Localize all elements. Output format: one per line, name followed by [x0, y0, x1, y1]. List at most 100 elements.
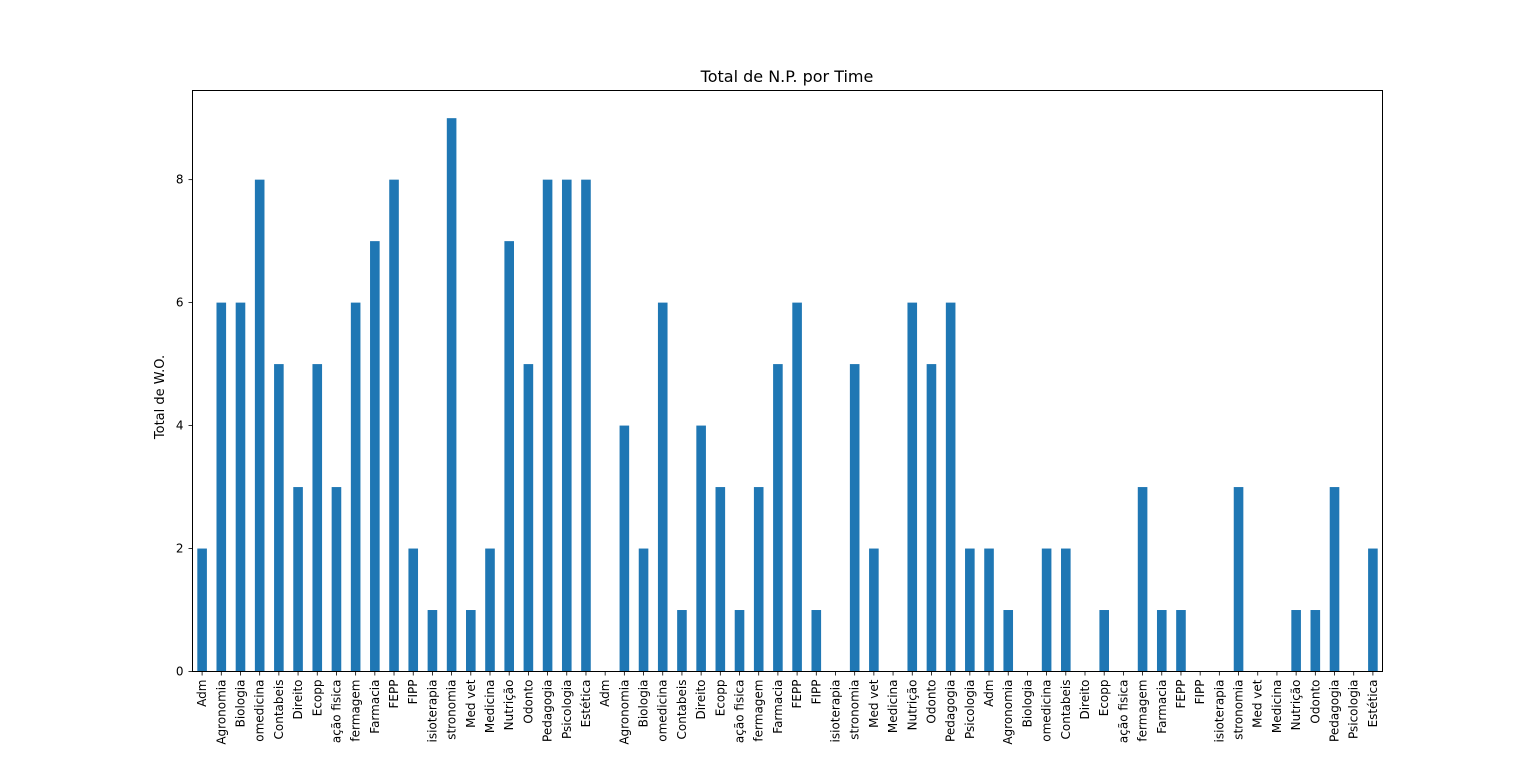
x-tick-label: Nutrição	[502, 680, 516, 731]
x-tick-label: Med vet	[464, 679, 478, 728]
bar	[561, 179, 572, 672]
x-tick-label: Nutrição	[1289, 680, 1303, 731]
bar	[792, 302, 802, 672]
x-tick-label: Contabeis	[675, 680, 689, 740]
y-ticks-group: 0 2 4 6 8	[176, 173, 193, 679]
x-tick-label: omedicina	[656, 680, 670, 742]
plot-frame	[192, 90, 1383, 672]
x-tick-label: Ecopp	[310, 680, 324, 717]
bar	[427, 610, 438, 672]
bar	[581, 179, 591, 672]
bar	[523, 364, 534, 672]
bar	[331, 487, 342, 672]
x-tick-label: Direito	[694, 680, 708, 720]
bar	[677, 610, 687, 672]
x-ticks-group: Adm Agronomia Biologia omedicina Contabeis Di…	[195, 671, 1380, 745]
x-tick-label: Medicina	[1270, 680, 1284, 734]
x-tick-label: FEPP	[790, 680, 804, 709]
x-tick-label: Agronomia	[214, 680, 228, 745]
x-tick-label: FIPP	[1193, 680, 1207, 705]
y-tick-label: 2	[176, 542, 184, 556]
bar	[370, 241, 380, 672]
x-tick-label: FEPP	[387, 680, 401, 709]
bar	[350, 302, 361, 672]
bar	[773, 364, 783, 672]
bar	[1099, 610, 1109, 672]
x-tick-label: Farmacia	[368, 680, 382, 734]
bar	[1329, 487, 1340, 672]
x-tick-label: Pedagogia	[541, 680, 555, 742]
x-tick-label: ação fisica	[1116, 680, 1130, 744]
x-tick-label: stronomia	[445, 680, 459, 740]
bar	[1137, 487, 1148, 672]
x-tick-label: Direito	[291, 680, 305, 720]
x-tick-label: Estética	[1366, 680, 1380, 728]
bar	[1368, 548, 1378, 672]
x-tick-label: Pedagogia	[944, 680, 958, 742]
x-tick-label: Contabeis	[272, 680, 286, 740]
bar	[312, 364, 323, 672]
bar	[811, 610, 822, 672]
bar	[542, 179, 553, 672]
x-tick-label: Odonto	[1308, 680, 1322, 724]
x-tick-label: Medicina	[483, 680, 497, 734]
bar	[293, 487, 303, 672]
bar	[734, 610, 745, 672]
x-tick-label: isioterapia	[1212, 680, 1226, 743]
bar	[715, 487, 726, 672]
x-tick-label: Biologia	[1020, 680, 1034, 728]
bar	[1176, 610, 1186, 672]
bar	[1061, 548, 1071, 672]
x-tick-label: Adm	[195, 680, 209, 707]
x-tick-label: Agronomia	[617, 680, 631, 745]
x-tick-label: Psicologia	[1347, 680, 1361, 740]
bar	[619, 425, 630, 672]
x-tick-label: Odonto	[521, 680, 535, 724]
x-tick-label: stronomia	[848, 680, 862, 740]
x-tick-label: Direito	[1078, 680, 1092, 720]
bar	[254, 179, 265, 672]
bar	[945, 302, 956, 672]
bar	[1041, 548, 1052, 672]
x-tick-label: Psicologia	[560, 680, 574, 740]
x-tick-label: Odonto	[924, 680, 938, 724]
bar	[1310, 610, 1321, 672]
bar	[504, 241, 514, 672]
x-tick-label: Med vet	[867, 679, 881, 728]
bar	[1233, 487, 1244, 672]
x-tick-label: Farmacia	[1155, 680, 1169, 734]
bar	[466, 610, 476, 672]
y-tick-label: 6	[176, 296, 184, 310]
bar	[965, 548, 975, 672]
x-tick-label: Contabeis	[1059, 680, 1073, 740]
x-tick-label: ação fisica	[733, 680, 747, 744]
x-tick-label: Adm	[598, 680, 612, 707]
bar	[408, 548, 419, 672]
bar	[1291, 610, 1301, 672]
bar	[907, 302, 918, 672]
bar	[485, 548, 495, 672]
chart-title: Total de N.P. por Time	[700, 67, 874, 86]
bars-group	[197, 118, 1378, 672]
bar	[446, 118, 457, 672]
bar	[926, 364, 937, 672]
x-tick-label: omedicina	[1040, 680, 1054, 742]
bar	[1003, 610, 1014, 672]
x-tick-label: omedicina	[253, 680, 267, 742]
x-tick-label: FEPP	[1174, 680, 1188, 709]
x-tick-label: fermagem	[349, 680, 363, 742]
y-tick-label: 4	[176, 419, 184, 433]
bar	[274, 364, 284, 672]
x-tick-label: fermagem	[752, 680, 766, 742]
x-tick-label: Ecopp	[713, 680, 727, 717]
bar	[197, 548, 207, 672]
x-tick-label: Adm	[982, 680, 996, 707]
bar	[638, 548, 649, 672]
bar	[753, 487, 764, 672]
x-tick-label: Pedagogia	[1328, 680, 1342, 742]
y-tick-label: 8	[176, 173, 184, 187]
x-tick-label: Estética	[579, 680, 593, 728]
x-tick-label: stronomia	[1232, 680, 1246, 740]
x-tick-label: ação fisica	[329, 680, 343, 744]
